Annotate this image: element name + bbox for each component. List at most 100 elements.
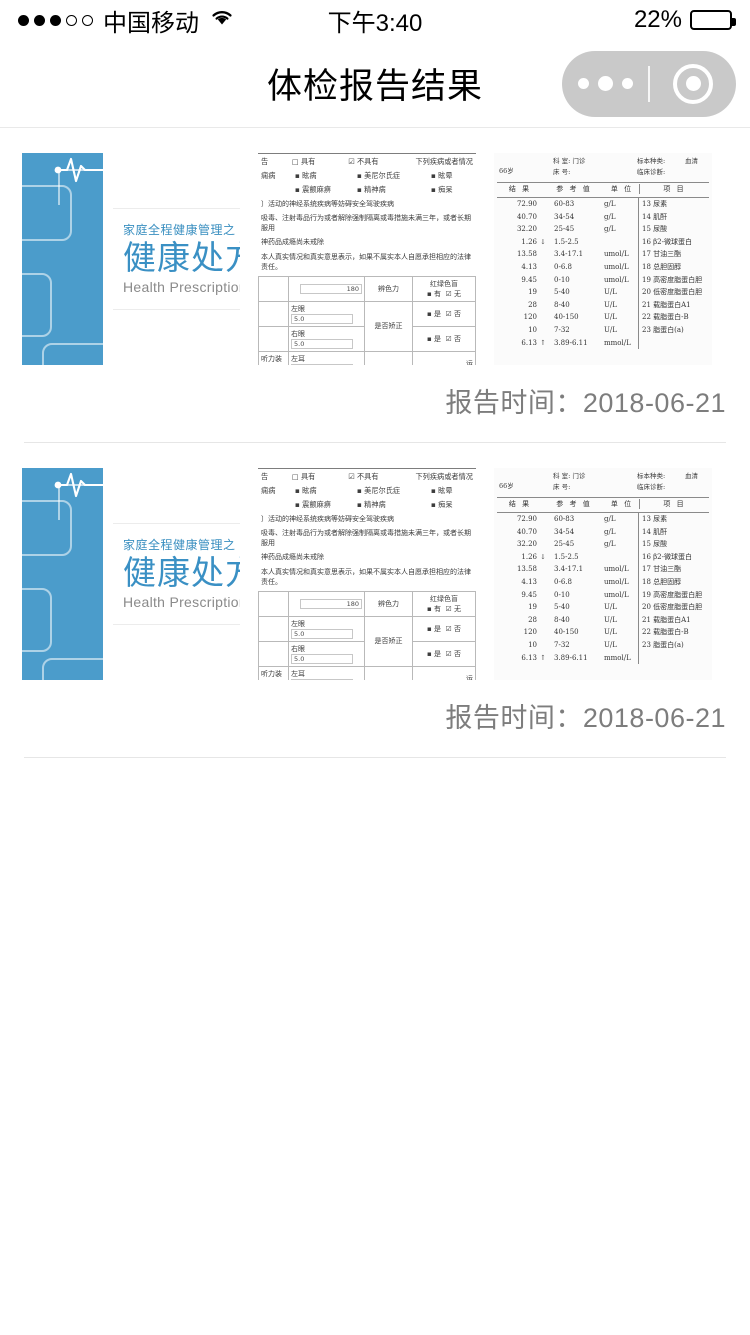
col-unit: 单 位 xyxy=(610,500,634,508)
thumbnail-driver-medical-form[interactable]: 告 □ 具有 ☑ 不具有 下列疾病或者情况痫病 ▪ 眩病 ▪ 美尼尔氏症 ▪ 眩晕 ▪ 震颤麻… xyxy=(258,468,476,680)
lab-item-name: 23 脂蛋白(a) xyxy=(642,325,684,334)
unit-value: umol/L xyxy=(604,262,629,271)
opt-no[interactable]: ☑ 无 xyxy=(445,604,461,613)
left-eye-value: 5.0 xyxy=(291,628,353,639)
opt-no[interactable]: ☑ 无 xyxy=(445,289,461,298)
opt-yes[interactable]: ▪ 是 xyxy=(427,334,441,343)
unit-value: umol/L xyxy=(604,275,629,284)
reference-range: 5-40 xyxy=(554,288,570,297)
result-value: 13.58 xyxy=(516,250,537,259)
report-card[interactable]: 家庭全程健康管理之 健康处方 Health Prescription 告 □ 具有… xyxy=(0,128,750,443)
thumbnail-lab-report[interactable]: 66岁 科 室: 门诊 床 号: 标本种类: 血清 临床诊断: 结 果 参 考 … xyxy=(494,153,712,365)
result-value: 40.70 xyxy=(516,212,537,221)
form-checkbox-option[interactable]: 告 xyxy=(261,157,269,166)
abnormal-flag-icon: ↑ xyxy=(540,653,546,662)
lab-result-row: 9.45 0-10 umol/L xyxy=(497,274,635,287)
form-paragraph: 〕活动的神经系统疾病等妨碍安全驾驶疾病 xyxy=(261,515,394,523)
lab-values-column: 72.90 60-83 g/L 40.70 34-54 g/L 32.20 25-45 g/L 1… xyxy=(497,513,635,664)
opt-no[interactable]: ☑ 否 xyxy=(445,649,461,658)
result-value: 19 xyxy=(528,603,537,612)
form-checkbox-row: 告 □ 具有 ☑ 不具有 下列疾病或者情况 xyxy=(258,470,476,484)
lab-items-column: 13 尿素 14 肌酐 15 尿酸 16 β2-微球蛋白 17 甘油三酯 18 总胆固醇 1… xyxy=(642,198,709,349)
form-checkbox-option[interactable]: ▪ 震颤麻痹 xyxy=(295,500,331,509)
report-card[interactable]: 家庭全程健康管理之 健康处方 Health Prescription 告 □ 具有… xyxy=(0,443,750,758)
col-result: 结 果 xyxy=(508,185,532,193)
thumbnail-health-prescription-cover[interactable]: 家庭全程健康管理之 健康处方 Health Prescription xyxy=(22,468,240,680)
form-checkbox-option[interactable]: 下列疾病或者情况 xyxy=(415,472,473,481)
reference-range: 3.4-17.1 xyxy=(554,250,584,259)
opt-yes[interactable]: ▪ 是 xyxy=(427,624,441,633)
form-checkbox-option[interactable]: ☑ 不具有 xyxy=(348,472,379,481)
opt-yes[interactable]: ▪ 是 xyxy=(427,649,441,658)
reference-range: 40-150 xyxy=(554,628,579,637)
unit-value: umol/L xyxy=(604,250,629,259)
opt-no[interactable]: ☑ 否 xyxy=(445,334,461,343)
carrier-name: 中国移动 xyxy=(103,9,199,37)
unit-value: g/L xyxy=(604,225,616,234)
unit-value: U/L xyxy=(604,615,617,624)
lab-item-name: 13 尿素 xyxy=(642,200,668,208)
lab-result-row: 6.13 ↑ 3.89-6.11 mmol/L xyxy=(497,652,635,665)
thumbnail-lab-report[interactable]: 66岁 科 室: 门诊 床 号: 标本种类: 血清 临床诊断: 结 果 参 考 … xyxy=(494,468,712,680)
result-value: 9.45 xyxy=(521,590,537,599)
opt-no[interactable]: ☑ 否 xyxy=(445,624,461,633)
opt-yes[interactable]: ▪ 是 xyxy=(427,309,441,318)
form-checkbox-option[interactable]: ▪ 眩晕 xyxy=(431,486,453,495)
form-checkbox-option[interactable]: ▪ 眩病 xyxy=(295,486,317,495)
form-checkbox-option[interactable]: 痫病 xyxy=(261,171,276,180)
lab-result-row: 1.26 ↓ 1.5-2.5 xyxy=(497,236,635,249)
result-value: 120 xyxy=(523,313,537,322)
unit-value: U/L xyxy=(604,288,617,297)
form-checkbox-option[interactable]: □ 具有 xyxy=(291,157,316,166)
lab-result-row: 28 8-40 U/L xyxy=(497,299,635,312)
target-circle-icon[interactable] xyxy=(650,63,736,104)
abnormal-flag-icon: ↓ xyxy=(540,237,546,246)
form-checkbox-option[interactable]: ▪ 震颤麻痹 xyxy=(295,185,331,194)
right-eye-label: 右眼 xyxy=(291,644,305,653)
lab-item-name: 23 脂蛋白(a) xyxy=(642,640,684,649)
opt-yes[interactable]: ▪ 有 xyxy=(427,604,441,613)
lab-item-name: 22 载脂蛋白-B xyxy=(642,628,689,637)
red-green-blindness-label: 红绿色盲 xyxy=(430,279,458,288)
lab-item-name xyxy=(642,337,709,350)
medical-form-document: 告 □ 具有 ☑ 不具有 下列疾病或者情况痫病 ▪ 眩病 ▪ 美尼尔氏症 ▪ 眩晕 ▪ 震颤麻… xyxy=(258,468,476,680)
lab-result-row: 13.58 3.4-17.1 umol/L xyxy=(497,563,635,576)
unit-value: g/L xyxy=(604,515,616,523)
form-checkbox-option[interactable]: ▪ 美尼尔氏症 xyxy=(357,171,401,180)
abnormal-flag-icon xyxy=(537,538,549,551)
abnormal-flag-icon xyxy=(537,299,549,312)
result-value: 28 xyxy=(528,300,537,309)
cover-accent-panel xyxy=(22,468,103,680)
form-checkbox-option[interactable]: ☑ 不具有 xyxy=(348,157,379,166)
wechat-capsule-menu[interactable] xyxy=(562,50,736,117)
abnormal-flag-icon xyxy=(537,601,549,614)
result-value: 4.13 xyxy=(521,262,537,271)
color-vision-label: 辨色力 xyxy=(364,275,413,302)
form-checkbox-option[interactable]: ▪ 眩病 xyxy=(295,171,317,180)
more-dots-icon[interactable] xyxy=(562,76,648,91)
lab-result-row: 40.70 34-54 g/L xyxy=(497,526,635,539)
form-checkbox-option[interactable]: ▪ 美尼尔氏症 xyxy=(357,486,401,495)
form-checkbox-option[interactable]: 告 xyxy=(261,472,269,481)
form-checkbox-option[interactable]: ▪ 痴呆 xyxy=(431,500,453,509)
lab-item-name: 19 高密度脂蛋白胆 xyxy=(642,275,703,284)
opt-no[interactable]: ☑ 否 xyxy=(445,309,461,318)
form-checkbox-option[interactable]: ▪ 痴呆 xyxy=(431,185,453,194)
reference-range: 3.89-6.11 xyxy=(554,338,588,347)
red-green-blindness-label: 红绿色盲 xyxy=(430,594,458,603)
opt-yes[interactable]: ▪ 有 xyxy=(427,289,441,298)
reference-range: 0-10 xyxy=(554,275,570,284)
form-checkbox-option[interactable]: 痫病 xyxy=(261,486,276,495)
form-checkbox-option[interactable]: ▪ 眩晕 xyxy=(431,171,453,180)
form-checkbox-option[interactable]: □ 具有 xyxy=(291,472,316,481)
cover-subtitle: 家庭全程健康管理之 xyxy=(123,222,236,237)
thumbnail-driver-medical-form[interactable]: 告 □ 具有 ☑ 不具有 下列疾病或者情况痫病 ▪ 眩病 ▪ 美尼尔氏症 ▪ 眩晕 ▪ 震颤麻… xyxy=(258,153,476,365)
signal-strength-icon xyxy=(18,14,93,26)
unit-value: U/L xyxy=(604,640,617,649)
specimen-type-label: 标本种类: xyxy=(637,472,666,480)
form-checkbox-option[interactable]: ▪ 精神病 xyxy=(357,500,386,509)
form-checkbox-option[interactable]: 下列疾病或者情况 xyxy=(415,157,473,166)
form-checkbox-option[interactable]: ▪ 精神病 xyxy=(357,185,386,194)
thumbnail-health-prescription-cover[interactable]: 家庭全程健康管理之 健康处方 Health Prescription xyxy=(22,153,240,365)
form-paragraph: 本人真实情况和真实意思表示，如果不属实本人自愿承担相应的法律责任。 xyxy=(261,252,471,271)
